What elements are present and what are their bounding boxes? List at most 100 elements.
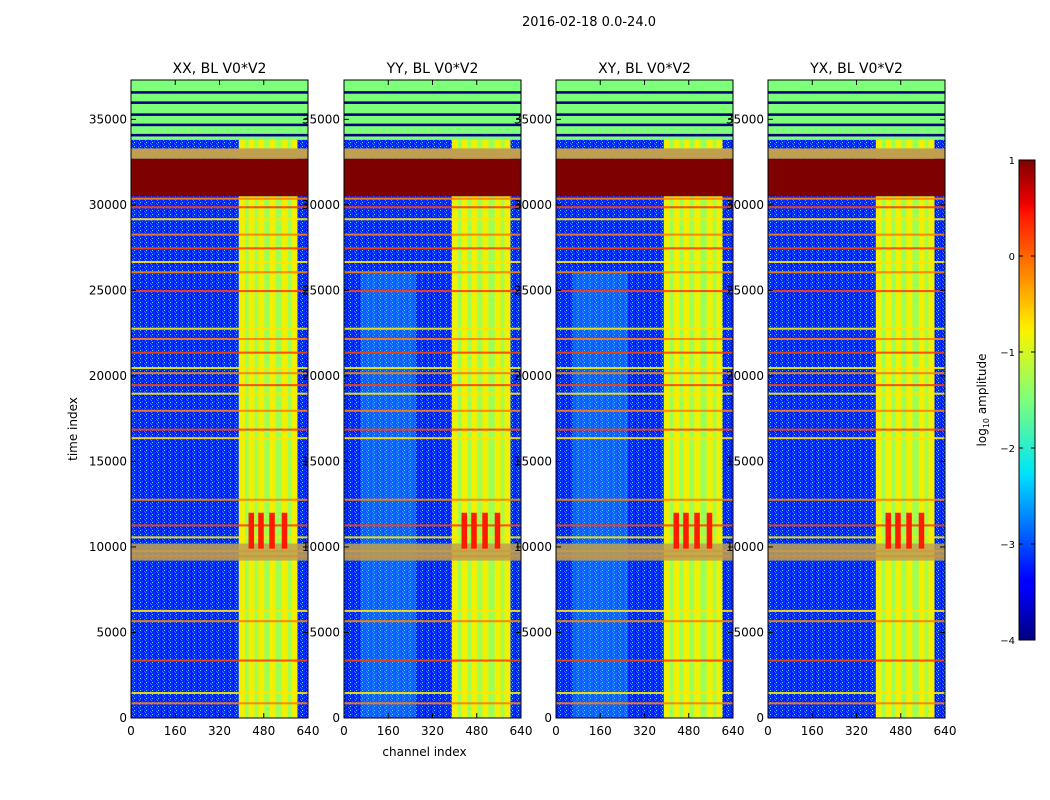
rfi-line	[556, 498, 733, 501]
figure-title: 2016-02-18 0.0-24.0	[522, 15, 656, 30]
rfi-line	[344, 524, 521, 527]
rfi-line	[556, 409, 733, 412]
rfi-line	[556, 247, 733, 250]
strong-channel	[918, 80, 925, 718]
x-tick-label: 160	[164, 724, 187, 738]
y-tick-label: 20000	[726, 369, 764, 383]
rfi-line	[344, 218, 521, 221]
rfi-line	[768, 372, 945, 375]
rfi-line	[768, 536, 945, 539]
rfi-line	[768, 337, 945, 340]
strong-channel	[673, 80, 680, 718]
panel-title: YY, BL V0*V2	[386, 61, 479, 77]
rfi-line	[131, 367, 308, 370]
strong-channel	[451, 80, 458, 718]
rfi-line	[556, 351, 733, 354]
rfi-line	[556, 197, 733, 200]
rfi-line	[768, 218, 945, 221]
rfi-line	[131, 524, 308, 527]
rfi-line	[556, 392, 733, 395]
colorbar-gradient	[1018, 159, 1036, 641]
y-tick-label: 35000	[726, 112, 764, 126]
colorbar-tick-label: −2	[1000, 444, 1015, 455]
colorbar-tick-label: −4	[1000, 636, 1015, 647]
y-tick-label: 35000	[514, 112, 552, 126]
x-tick-label: 640	[510, 724, 533, 738]
flag-line	[768, 113, 945, 116]
y-tick-label: 30000	[514, 198, 552, 212]
rfi-line	[131, 351, 308, 354]
y-tick-label: 30000	[89, 198, 127, 212]
bright-feature	[269, 512, 275, 549]
bright-feature	[895, 512, 901, 549]
strong-channel	[504, 80, 511, 718]
rfi-line	[344, 197, 521, 200]
bright-feature	[494, 512, 501, 549]
diffuse-emission	[360, 273, 416, 718]
rfi-line	[344, 409, 521, 412]
bright-feature	[258, 512, 264, 549]
strong-channel	[238, 80, 245, 718]
strong-channel	[895, 80, 902, 718]
bright-feature	[248, 512, 255, 549]
flag-line	[768, 133, 945, 137]
y-tick-label: 5000	[96, 625, 127, 639]
flag-line	[556, 123, 733, 127]
rfi-line	[131, 609, 308, 612]
x-tick-label: 160	[377, 724, 400, 738]
flag-line	[344, 123, 521, 127]
rfi-line	[556, 659, 733, 662]
rfi-line	[556, 327, 733, 330]
y-tick-label: 25000	[514, 283, 552, 297]
rfi-line	[556, 536, 733, 539]
rfi-line	[556, 609, 733, 612]
rfi-line	[344, 536, 521, 539]
rfi-line	[131, 692, 308, 695]
rfi-line	[344, 659, 521, 662]
rfi-line	[131, 392, 308, 395]
y-tick-label: 5000	[309, 625, 340, 639]
rfi-line	[344, 384, 521, 387]
rfi-line	[131, 372, 308, 375]
x-tick-label: 480	[677, 724, 700, 738]
rfi-line	[344, 233, 521, 236]
rfi-line	[768, 290, 945, 293]
rfi-line	[344, 260, 521, 264]
y-tick-label: 30000	[726, 198, 764, 212]
rfi-line	[131, 428, 308, 431]
strong-channel	[694, 80, 701, 718]
heatmap-image	[344, 80, 521, 718]
x-tick-label: 320	[633, 724, 656, 738]
bright-feature	[461, 512, 468, 549]
rfi-line	[344, 271, 521, 274]
rfi-line	[768, 233, 945, 236]
y-tick-label: 0	[119, 711, 127, 725]
strong-channel	[494, 80, 501, 718]
flag-line	[768, 123, 945, 127]
colorbar-label: log10 amplitude	[975, 354, 991, 447]
flag-line	[131, 91, 308, 94]
diffuse-emission	[572, 273, 628, 718]
rfi-line	[131, 327, 308, 330]
rfi-line	[768, 260, 945, 264]
rfi-line	[344, 206, 521, 209]
rfi-line	[768, 702, 945, 705]
rfi-line	[131, 409, 308, 412]
colorbar-tick-label: 1	[1009, 156, 1015, 167]
x-tick-label: 480	[252, 724, 275, 738]
rfi-line	[131, 437, 308, 440]
flag-line	[344, 101, 521, 104]
x-axis-label: channel index	[382, 745, 466, 759]
flag-band	[768, 148, 945, 159]
rfi-line	[131, 498, 308, 501]
panel-title: XX, BL V0*V2	[173, 61, 267, 77]
x-tick-label: 160	[589, 724, 612, 738]
rfi-line	[344, 609, 521, 612]
y-tick-label: 15000	[302, 454, 340, 468]
rfi-band	[556, 543, 733, 561]
y-tick-label: 5000	[733, 625, 764, 639]
rfi-line	[768, 692, 945, 695]
rfi-line	[344, 428, 521, 431]
strong-channel	[471, 80, 478, 718]
rfi-band	[768, 543, 945, 561]
